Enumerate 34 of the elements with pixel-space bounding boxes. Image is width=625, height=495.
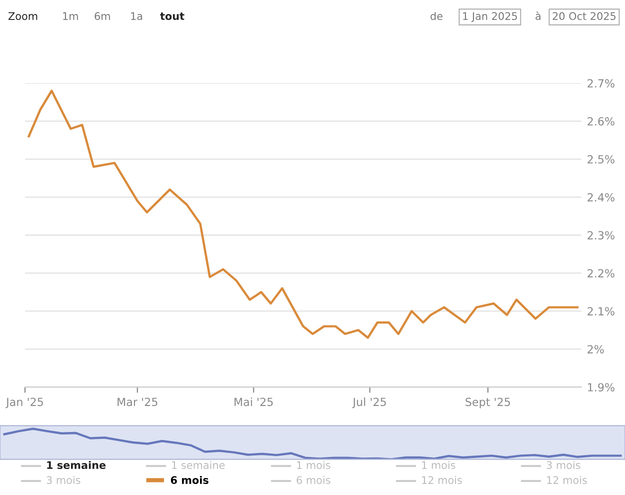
x-tick-label: Sept '25 <box>466 398 510 408</box>
text: 3 mois <box>46 476 80 484</box>
text: Zoom <box>8 12 38 20</box>
y-tick-label: 1.9% <box>588 383 614 392</box>
text: à <box>536 12 540 20</box>
y-tick-label: 2.5% <box>588 155 614 164</box>
text: 6 mois <box>296 476 330 484</box>
y-tick-label: 2% <box>588 345 604 354</box>
text: 1 Jan 2025 <box>463 12 517 22</box>
x-tick-label: Mar '25 <box>118 398 158 406</box>
text: tout <box>160 12 184 20</box>
x-tick-label: Mai '25 <box>234 398 273 406</box>
text: 12 mois <box>422 476 462 484</box>
y-tick-label: 2.2% <box>588 269 614 278</box>
text: 1m <box>63 12 78 20</box>
y-tick-label: 2.1% <box>588 307 614 316</box>
y-tick-label: 2.4% <box>588 193 614 202</box>
text: 1 semaine <box>47 460 106 470</box>
y-tick-label: 2.6% <box>588 117 614 126</box>
text: 1 semaine <box>172 460 225 470</box>
y-tick-label: 2.3% <box>588 231 614 240</box>
text: de <box>430 12 442 20</box>
y-tick-label: 2.7% <box>588 79 614 88</box>
text: 12 mois <box>547 476 587 484</box>
legend-label: 6 mois <box>170 476 208 484</box>
text: 20 Oct 2025 <box>552 12 616 20</box>
x-tick-label: Jan '25 <box>6 398 43 408</box>
text: 1 mois <box>422 460 456 470</box>
text: 1 mois <box>297 460 330 470</box>
line-series <box>28 90 579 339</box>
x-tick-label: Jul '25 <box>352 398 386 408</box>
text: 1a <box>131 12 142 20</box>
text: 3 mois <box>546 460 580 470</box>
text: 6m <box>94 12 110 20</box>
